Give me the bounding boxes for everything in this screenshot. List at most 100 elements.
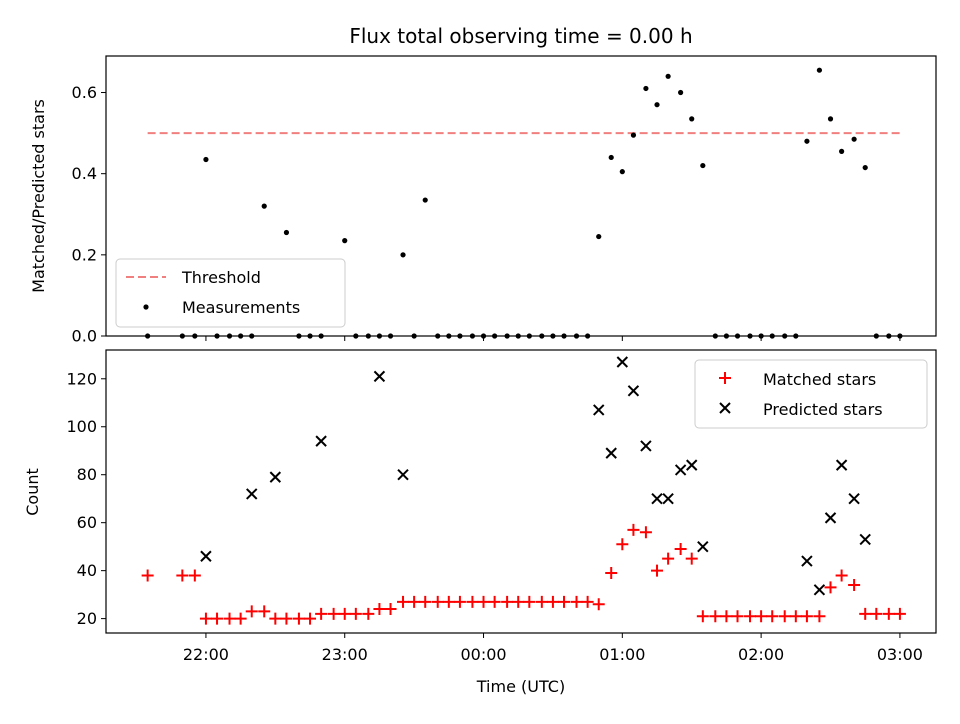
measurement-point (654, 102, 660, 108)
x-tick-label: 00:00 (460, 645, 506, 664)
legend-predicted-swatch (719, 402, 731, 414)
matched-point (789, 610, 802, 623)
matched-point (616, 538, 629, 551)
measurement-point (804, 138, 810, 144)
matched-point (870, 607, 883, 620)
matched-point (304, 612, 317, 625)
predicted-point (315, 435, 327, 447)
matched-point (349, 607, 362, 620)
predicted-point (674, 464, 687, 476)
y-tick-label: 60 (77, 513, 97, 532)
matched-point (384, 603, 397, 616)
matched-point (211, 612, 224, 625)
matched-point (199, 612, 212, 625)
matched-point (223, 612, 236, 625)
y-tick-label: 0.4 (72, 164, 97, 183)
legend-count: Matched stars Predicted stars (694, 359, 928, 429)
predicted-point (627, 385, 640, 397)
matched-point (397, 595, 410, 608)
y-tick-label: 80 (77, 465, 97, 484)
matched-point (766, 610, 779, 623)
y-tick-label: 0.0 (72, 327, 97, 346)
predicted-point (373, 370, 386, 383)
matched-point (627, 523, 640, 536)
matched-point (674, 543, 687, 556)
predicted-point (848, 492, 860, 505)
matched-point (755, 610, 768, 623)
matched-point (466, 595, 479, 608)
matched-point (558, 595, 571, 608)
matched-point (362, 607, 375, 620)
predicted-point (397, 469, 409, 481)
matched-point (570, 595, 583, 608)
y-tick-label: 40 (77, 561, 97, 580)
matched-point (419, 595, 432, 608)
measurement-point (689, 116, 695, 122)
predicted-point (801, 555, 813, 567)
legend-ratio: Threshold Measurements (115, 258, 346, 328)
measurement-point (630, 132, 637, 138)
measurement-point (665, 73, 671, 79)
x-tick-label: 03:00 (877, 645, 923, 664)
matched-point (800, 610, 813, 623)
predicted-point (651, 492, 663, 505)
predicted-point (269, 471, 282, 483)
matched-point (292, 612, 305, 625)
matched-point (234, 612, 247, 625)
matched-point (893, 607, 906, 620)
predicted-point (662, 492, 674, 505)
legend-box-ratio (115, 258, 346, 328)
y-tick-label: 20 (77, 609, 97, 628)
matched-point (744, 610, 757, 623)
x-tick-label: 23:00 (322, 645, 368, 664)
matched-point (824, 581, 837, 594)
matched-point (245, 605, 258, 618)
y-ticks-count: 20 40 60 80 100 120 (66, 369, 106, 628)
predicted-point (686, 459, 698, 471)
legend-label-predicted: Predicted stars (763, 400, 883, 419)
matched-point (280, 612, 293, 625)
matched-point (731, 610, 744, 623)
measurement-point (816, 67, 823, 73)
measurement-point (261, 203, 267, 209)
legend-label-measurements: Measurements (182, 298, 300, 317)
matched-point (512, 595, 525, 608)
matched-point (373, 603, 386, 616)
matched-point (639, 526, 652, 539)
x-tick-label: 02:00 (738, 645, 784, 664)
count-panel: Count Time (UTC) 20 40 60 80 100 120 22:00 23:… (23, 349, 937, 696)
matched-point (501, 595, 514, 608)
predicted-point (593, 404, 605, 416)
ratio-panel: Flux total observing time = 0.00 h Match… (29, 24, 937, 346)
legend-label-matched: Matched stars (763, 370, 876, 389)
predicted-point (640, 440, 652, 452)
y-axis-label-ratio: Matched/Predicted stars (29, 99, 48, 293)
predicted-point (859, 533, 871, 546)
matched-point (408, 595, 421, 608)
matched-point (859, 607, 872, 620)
predicted-point (697, 540, 709, 553)
measurement-point (608, 154, 614, 161)
matched-point (581, 595, 594, 608)
matched-point (431, 595, 444, 608)
matched-point (882, 607, 895, 620)
measurement-point (839, 148, 845, 154)
measurement-point (851, 136, 857, 142)
matched-point (835, 569, 848, 582)
matched-point (605, 567, 618, 580)
matched-point (488, 595, 501, 608)
measurement-point (643, 85, 649, 92)
y-tick-label: 120 (66, 369, 97, 388)
predicted-point (200, 550, 212, 562)
predicted-point (835, 459, 848, 471)
predicted-point (813, 584, 826, 596)
legend-box-count (694, 359, 928, 429)
matched-point (188, 569, 201, 582)
matched-point (327, 607, 340, 620)
y-tick-label: 0.2 (72, 245, 97, 264)
measurement-point (678, 89, 684, 96)
y-ticks-ratio: 0.0 0.2 0.4 0.6 (72, 83, 106, 346)
axes-frame-ratio (105, 55, 937, 337)
matched-point (720, 610, 733, 623)
